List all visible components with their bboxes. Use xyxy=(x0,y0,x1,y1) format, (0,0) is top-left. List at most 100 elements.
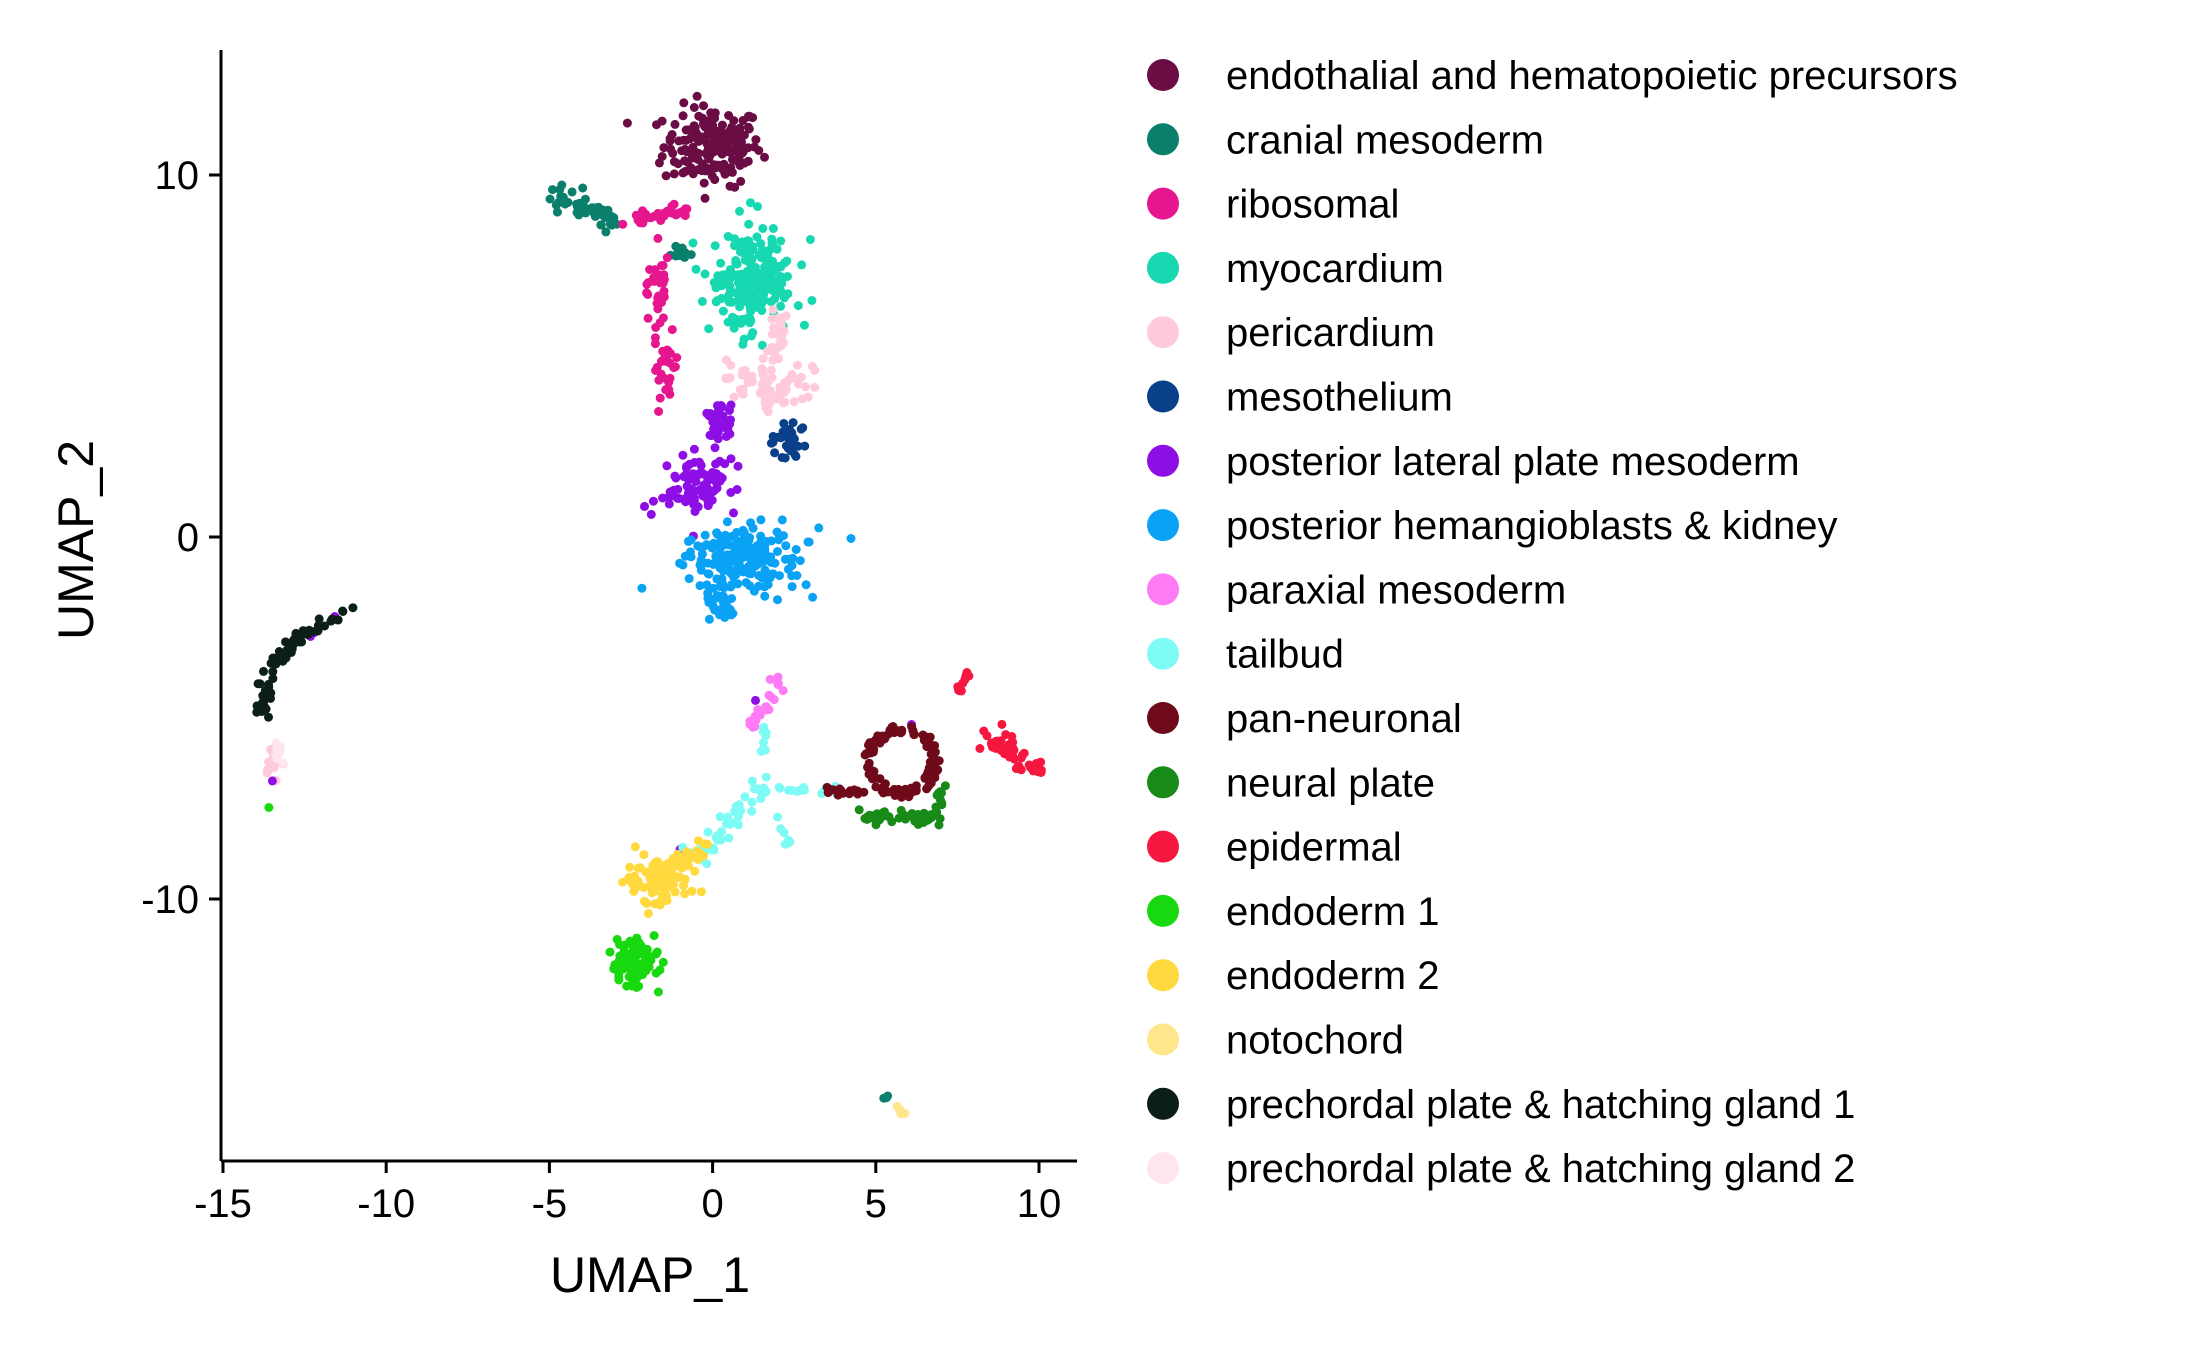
data-point xyxy=(670,887,680,897)
data-point xyxy=(751,135,761,145)
x-axis-title: UMAP_1 xyxy=(550,1247,750,1303)
data-point xyxy=(600,213,610,222)
data-point xyxy=(615,939,624,949)
legend-item: epidermal xyxy=(1147,826,1402,870)
data-point xyxy=(709,845,719,855)
data-point xyxy=(578,183,588,193)
data-point xyxy=(717,120,727,130)
series-3 xyxy=(688,198,817,350)
data-point xyxy=(897,792,906,802)
data-point xyxy=(690,507,700,516)
data-point xyxy=(733,820,743,830)
data-point xyxy=(712,574,722,584)
data-point xyxy=(694,111,704,121)
data-point xyxy=(713,434,723,444)
legend-swatch xyxy=(1147,1152,1179,1185)
data-point xyxy=(699,178,709,188)
data-point xyxy=(756,281,766,291)
data-point xyxy=(799,320,809,330)
legend-swatch xyxy=(1147,187,1179,220)
data-point xyxy=(646,509,656,519)
data-point xyxy=(668,208,677,218)
data-point xyxy=(799,783,809,792)
data-point xyxy=(727,297,737,307)
data-point xyxy=(724,562,733,572)
series-7 xyxy=(637,515,856,624)
data-point xyxy=(789,434,799,444)
data-point xyxy=(793,441,803,451)
data-point xyxy=(646,213,656,223)
data-point xyxy=(286,647,296,657)
data-point xyxy=(755,547,765,557)
y-tick-label: 0 xyxy=(177,516,199,560)
data-point xyxy=(885,725,895,735)
data-point xyxy=(1001,745,1011,755)
data-point xyxy=(689,444,699,454)
data-point xyxy=(764,690,774,700)
legend-swatch xyxy=(1147,894,1179,927)
data-point xyxy=(768,305,778,315)
data-point xyxy=(711,129,721,139)
x-tick-label: -10 xyxy=(357,1182,415,1226)
legend-item: tailbud xyxy=(1147,633,1344,677)
data-point xyxy=(796,424,806,434)
data-point xyxy=(800,441,810,451)
data-point xyxy=(273,750,283,760)
data-point xyxy=(694,485,704,495)
legend-swatch xyxy=(1147,251,1179,284)
data-point xyxy=(771,266,781,276)
data-point xyxy=(659,143,669,153)
data-point xyxy=(783,289,793,299)
legend-label: neural plate xyxy=(1226,761,1435,805)
data-point xyxy=(643,313,653,323)
data-point xyxy=(768,224,778,233)
data-point xyxy=(687,484,697,494)
data-point xyxy=(745,318,755,328)
data-point xyxy=(638,206,647,216)
data-point xyxy=(709,473,719,483)
data-point xyxy=(548,185,557,195)
data-point xyxy=(1033,767,1043,777)
data-point xyxy=(792,571,802,580)
data-point xyxy=(793,360,802,370)
data-point xyxy=(927,744,937,754)
legend-label: pericardium xyxy=(1226,311,1435,355)
data-point xyxy=(744,219,754,229)
data-point xyxy=(681,493,691,503)
data-point xyxy=(694,136,703,146)
data-point xyxy=(640,501,649,511)
legend-swatch xyxy=(1147,444,1179,477)
data-point xyxy=(268,667,278,677)
legend-label: prechordal plate & hatching gland 2 xyxy=(1226,1147,1855,1191)
data-point xyxy=(719,159,729,169)
data-point xyxy=(910,786,920,796)
data-point xyxy=(769,286,778,296)
data-point xyxy=(720,168,730,178)
data-point xyxy=(651,968,661,978)
data-point xyxy=(678,111,688,121)
data-point xyxy=(725,429,735,439)
series-5 xyxy=(766,418,810,463)
legend-swatch xyxy=(1147,959,1179,992)
data-point xyxy=(927,813,936,823)
x-tick-label: -5 xyxy=(532,1182,568,1226)
legend-item: ribosomal xyxy=(1147,183,1399,227)
data-point xyxy=(634,938,644,948)
legend-label: prechordal plate & hatching gland 1 xyxy=(1226,1083,1855,1127)
data-point xyxy=(682,147,692,157)
legend-swatch xyxy=(1147,316,1179,349)
data-point xyxy=(729,553,738,563)
data-point xyxy=(699,851,708,861)
data-point xyxy=(713,271,723,281)
x-tick-label: 0 xyxy=(701,1182,723,1226)
data-point xyxy=(662,461,672,471)
legend-swatch xyxy=(1147,1087,1179,1120)
data-point xyxy=(708,602,718,612)
data-point xyxy=(907,809,917,818)
data-point xyxy=(650,339,660,349)
data-point xyxy=(679,881,688,891)
data-point xyxy=(995,739,1005,749)
data-point xyxy=(740,288,750,298)
data-point xyxy=(767,329,777,339)
data-point xyxy=(300,628,310,638)
